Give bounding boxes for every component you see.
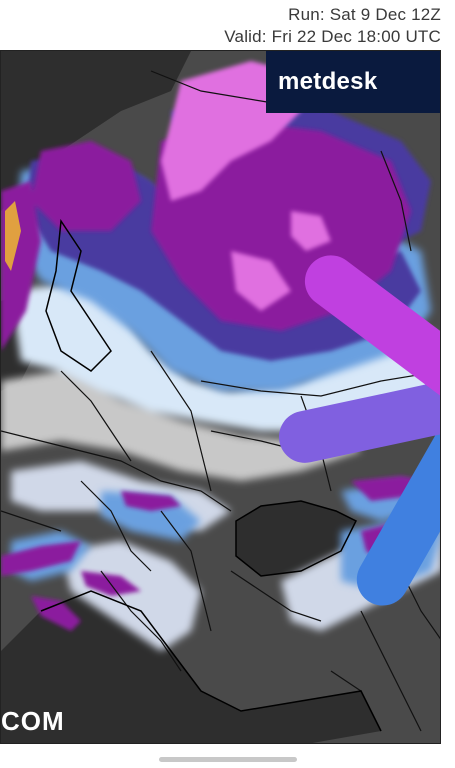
starburst-icon (278, 255, 440, 606)
coastlines (40, 218, 382, 732)
forecast-map[interactable]: metdesk COM (0, 50, 441, 744)
home-indicator[interactable] (159, 757, 297, 762)
northern-sea (1, 51, 191, 211)
logo-text: metdesk (278, 68, 378, 95)
run-time: Run: Sat 9 Dec 12Z (288, 5, 441, 24)
country-borders (1, 70, 440, 732)
coast-accent (5, 201, 21, 271)
mediterranean-sea (1, 591, 381, 743)
watermark: COM (1, 706, 65, 736)
map-canvas (1, 51, 440, 743)
black-sea (236, 501, 356, 576)
run-info: Run: Sat 9 Dec 12Z Valid: Fri 22 Dec 18:… (224, 4, 441, 48)
valid-time: Valid: Fri 22 Dec 18:00 UTC (224, 27, 441, 46)
metdesk-logo[interactable]: metdesk (266, 51, 440, 606)
